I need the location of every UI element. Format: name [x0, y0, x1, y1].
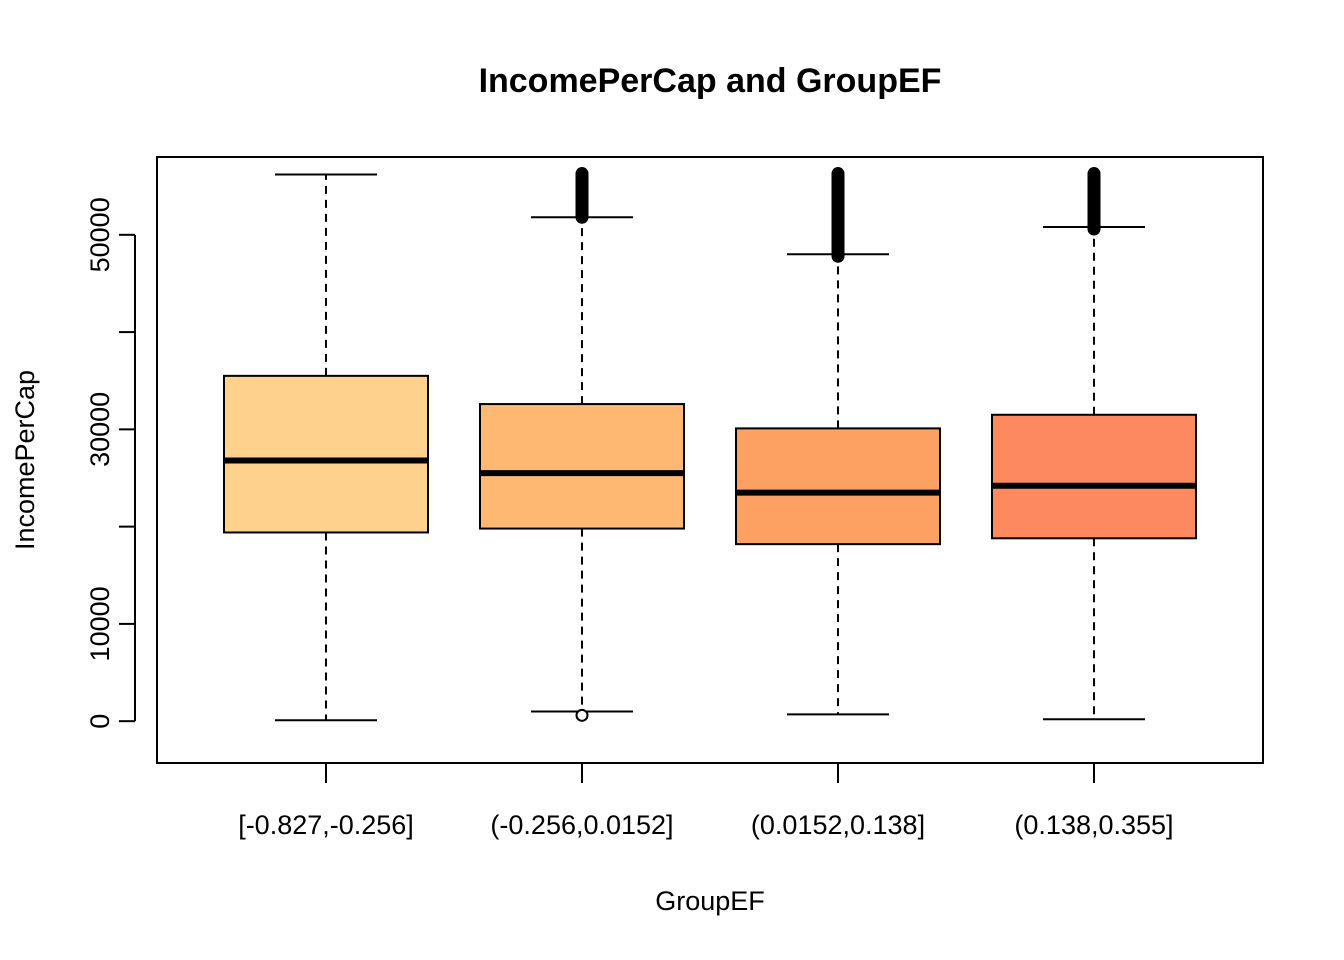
box-4 — [991, 167, 1197, 721]
y-tick-label: 0 — [85, 714, 115, 729]
x-tick-label: (-0.256,0.0152] — [490, 810, 673, 840]
box-2 — [479, 167, 685, 722]
y-axis-label: IncomePerCap — [10, 370, 40, 550]
y-axis: 0 10000 30000 50000 — [85, 197, 136, 729]
plot-frame — [156, 156, 1264, 764]
iqr-box — [991, 413, 1197, 540]
y-tick-label: 10000 — [85, 586, 115, 661]
iqr-box — [479, 403, 685, 530]
y-tick-label: 50000 — [85, 197, 115, 272]
outlier-point — [575, 708, 589, 722]
boxes-group — [223, 167, 1197, 722]
x-tick-label: [-0.827,-0.256] — [238, 810, 414, 840]
box-1 — [223, 173, 429, 722]
chart-title: IncomePerCap and GroupEF — [479, 62, 942, 100]
iqr-box — [223, 374, 429, 534]
box-3 — [735, 167, 941, 716]
iqr-box — [735, 427, 941, 546]
x-axis-label: GroupEF — [655, 886, 765, 916]
x-tick-label: (0.138,0.355] — [1014, 810, 1173, 840]
x-tick-label: (0.0152,0.138] — [751, 810, 925, 840]
x-axis: [-0.827,-0.256] (-0.256,0.0152] (0.0152,0.… — [238, 763, 1174, 840]
y-tick-label: 30000 — [85, 392, 115, 467]
